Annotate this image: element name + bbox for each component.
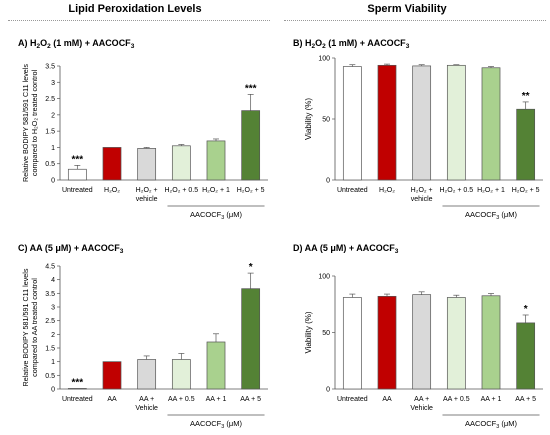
y-tick-label: 3.5 — [45, 64, 55, 71]
y-tick-label: 50 — [322, 117, 330, 124]
bar — [516, 322, 536, 390]
y-tick-label: 100 — [318, 56, 330, 63]
y-tick-label: 2.5 — [45, 318, 55, 325]
category-label: H₂O₂ + 5 — [512, 187, 540, 194]
bar — [342, 66, 362, 181]
y-tick-label: 1 — [51, 359, 55, 366]
category-label: AA — [107, 396, 117, 403]
category-label: H₂O₂ — [379, 187, 395, 194]
bar — [241, 288, 261, 390]
category-label: AA + Vehicle — [135, 396, 158, 412]
y-tick-label: 0 — [51, 387, 55, 394]
section-divider-right — [284, 20, 546, 21]
chart-title: D) AA (5 μM) + AACOCF3 — [293, 243, 399, 255]
category-label: Untreated — [62, 187, 93, 194]
y-tick-label: 0.5 — [45, 373, 55, 380]
category-label: H₂O₂ — [104, 187, 120, 194]
bar — [102, 361, 122, 390]
chart-panel-d: D) AA (5 μM) + AACOCF3 0 50 100 Viability (%… — [293, 243, 543, 430]
group-label: AACOCF3 (μM) — [190, 210, 242, 221]
category-label: AA + 0.5 — [168, 396, 195, 403]
significance-label: *** — [71, 154, 83, 165]
bar — [516, 108, 536, 181]
significance-label: * — [249, 262, 253, 273]
y-tick-label: 2.5 — [45, 96, 55, 103]
category-label: H₂O₂ + 5 — [237, 187, 265, 194]
bar — [171, 359, 191, 390]
y-tick-label: 3 — [51, 305, 55, 312]
y-tick-label: 3 — [51, 80, 55, 87]
group-label: AACOCF3 (μM) — [465, 419, 517, 430]
bar — [241, 110, 261, 181]
section-title-lipid: Lipid Peroxidation Levels — [68, 3, 202, 15]
y-axis-label: Viability (%) — [304, 98, 313, 140]
chart-panel-c: C) AA (5 μM) + AACOCF3 0 0.5 1 1.5 2 2.5 3 3.5 4 4… — [18, 243, 268, 430]
bar — [481, 295, 501, 390]
section-title-viability: Sperm Viability — [367, 3, 447, 15]
bar — [412, 65, 432, 181]
bar — [377, 64, 397, 181]
bar — [412, 294, 432, 390]
bar — [137, 148, 157, 181]
bar — [102, 147, 122, 181]
y-tick-label: 50 — [322, 330, 330, 337]
chart-title: C) AA (5 μM) + AACOCF3 — [18, 243, 124, 255]
category-label: H₂O₂ + 1 — [477, 187, 505, 194]
group-label: AACOCF3 (μM) — [465, 210, 517, 221]
bar — [446, 64, 466, 181]
significance-label: *** — [245, 83, 257, 94]
category-label: AA + 5 — [240, 396, 261, 403]
category-label: H₂O₂ + vehicle — [411, 187, 433, 203]
bar — [67, 388, 87, 390]
y-tick-label: 4 — [51, 277, 55, 284]
bar — [206, 341, 226, 390]
bar — [171, 145, 191, 181]
bar — [481, 67, 501, 181]
section-divider-left — [8, 20, 270, 21]
category-label: AA + 0.5 — [443, 396, 470, 403]
category-label: Untreated — [62, 396, 93, 403]
y-tick-label: 100 — [318, 274, 330, 281]
category-label: Untreated — [337, 187, 368, 194]
y-tick-label: 2 — [51, 332, 55, 339]
y-tick-label: 3.5 — [45, 291, 55, 298]
y-tick-label: 0.5 — [45, 161, 55, 168]
category-label: AA + 1 — [206, 396, 227, 403]
y-tick-label: 0 — [51, 178, 55, 185]
chart-panel-a: A) H2O2 (1 mM) + AACOCF3 0 0.5 1 1.5 2 2.5 3 3.5… — [18, 38, 268, 221]
category-label: AA + 5 — [515, 396, 536, 403]
category-label: H₂O₂ + 0.5 — [165, 187, 199, 194]
bar — [342, 297, 362, 390]
category-label: AA — [382, 396, 392, 403]
y-axis-label: Viability (%) — [304, 311, 313, 353]
category-label: Untreated — [337, 396, 368, 403]
bar — [67, 168, 87, 181]
category-label: AA + 1 — [481, 396, 502, 403]
category-label: H₂O₂ + 0.5 — [440, 187, 474, 194]
significance-label: ** — [522, 91, 530, 102]
category-label: H₂O₂ + 1 — [202, 187, 230, 194]
bar — [446, 297, 466, 390]
y-axis-label: Relative BODIPY 581/591 C11 levelscompar… — [21, 64, 39, 182]
y-tick-label: 1.5 — [45, 129, 55, 136]
significance-label: *** — [71, 377, 83, 388]
chart-title: B) H2O2 (1 mM) + AACOCF3 — [293, 38, 410, 50]
bar — [206, 140, 226, 181]
y-tick-label: 1 — [51, 145, 55, 152]
category-label: AA + Vehicle — [410, 396, 433, 412]
significance-label: * — [524, 304, 528, 315]
bar — [377, 295, 397, 390]
y-tick-label: 0 — [326, 387, 330, 394]
chart-panel-b: B) H2O2 (1 mM) + AACOCF3 0 50 100 Viability … — [293, 38, 543, 221]
category-label: H₂O₂ + vehicle — [136, 187, 158, 203]
y-axis-label: Relative BODIPY 581/591 C11 levelscompar… — [21, 268, 39, 386]
y-tick-label: 4.5 — [45, 264, 55, 271]
y-tick-label: 0 — [326, 178, 330, 185]
bar — [137, 359, 157, 390]
group-label: AACOCF3 (μM) — [190, 419, 242, 430]
chart-title: A) H2O2 (1 mM) + AACOCF3 — [18, 38, 135, 50]
y-tick-label: 2 — [51, 112, 55, 119]
y-tick-label: 1.5 — [45, 346, 55, 353]
